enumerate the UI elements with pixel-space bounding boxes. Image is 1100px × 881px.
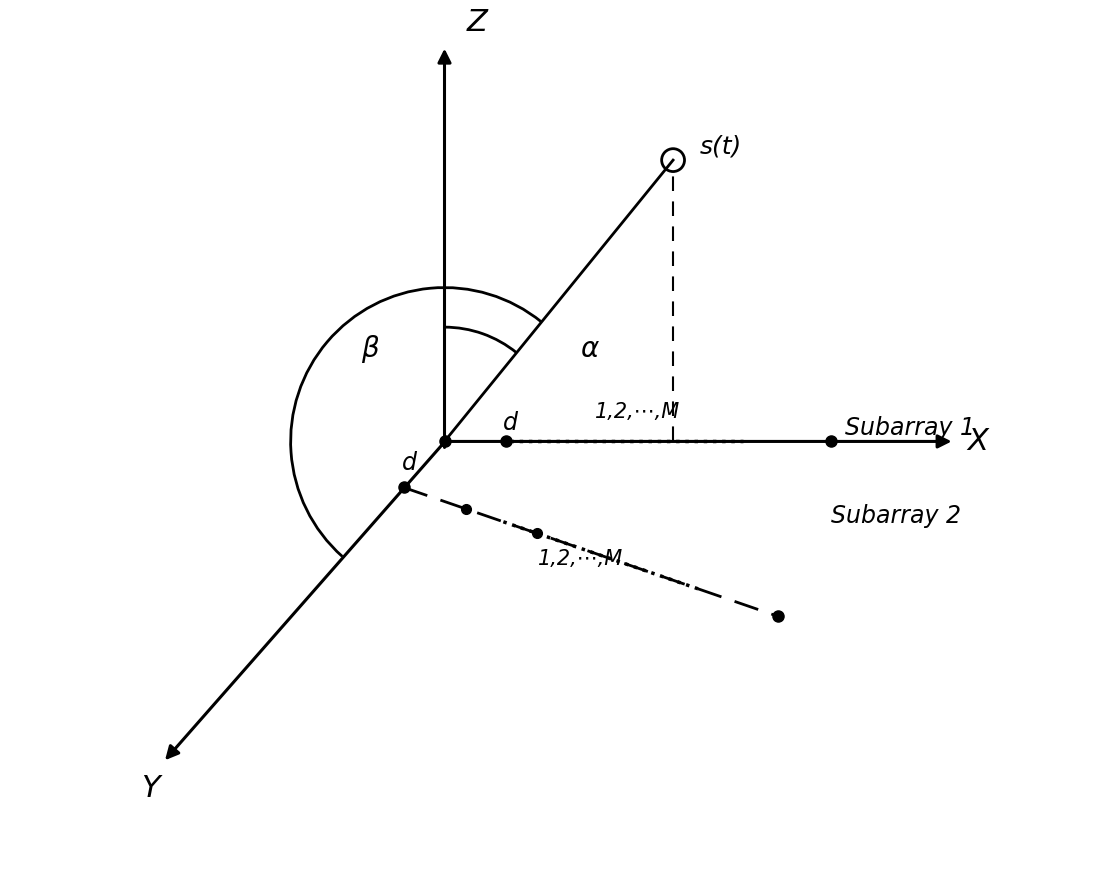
Text: d: d <box>503 411 518 434</box>
Text: Subarray 2: Subarray 2 <box>832 504 961 528</box>
Text: X: X <box>968 427 989 456</box>
Text: s(t): s(t) <box>700 135 741 159</box>
Text: α: α <box>581 335 598 363</box>
Text: Subarray 1: Subarray 1 <box>845 416 975 440</box>
Text: d: d <box>402 451 417 476</box>
Text: β: β <box>361 335 378 363</box>
Text: 1,2,⋯,M: 1,2,⋯,M <box>538 549 624 569</box>
Text: 1,2,⋯,M: 1,2,⋯,M <box>595 402 681 422</box>
Text: Z: Z <box>466 8 487 37</box>
Text: Y: Y <box>141 774 160 803</box>
